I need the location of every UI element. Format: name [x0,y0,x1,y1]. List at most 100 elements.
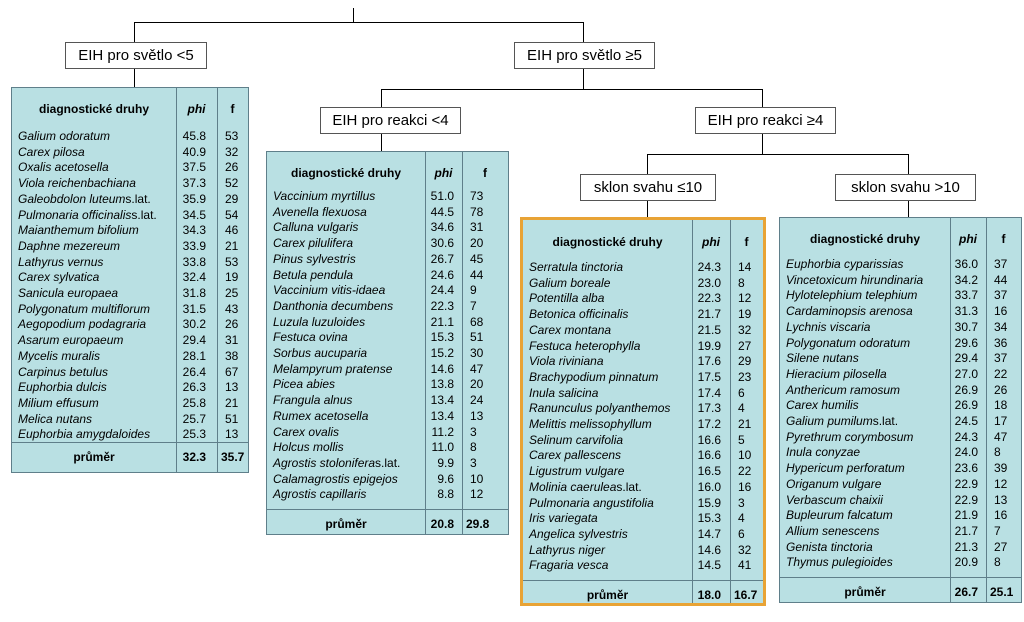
f-value: 8 [470,440,477,455]
species-name: Iris variegata [529,511,598,526]
connector [134,22,135,42]
f-value: 3 [738,495,745,510]
species-name: Euphorbia dulcis [18,380,107,395]
f-value: 8 [994,445,1001,460]
header-species: diagnostické druhy [552,235,663,249]
table-row: Hieracium pilosella 27.0 22 [780,367,1021,383]
f-value: 53 [225,129,239,143]
table-row: Bupleurum falcatum 21.9 16 [780,508,1021,524]
species-name: Daphne mezereum [18,238,121,253]
f-value: 53 [225,254,239,269]
phi-value: 26.3 [182,380,206,395]
phi-value: 24.4 [430,283,454,298]
connector [134,22,583,23]
phi-value: 22.3 [430,298,454,313]
phi-value: 23.0 [697,275,721,290]
f-value: 10 [470,471,484,486]
species-name: Genista tinctoria [786,539,873,554]
table-row: Genista tinctoria 21.3 27 [780,540,1021,556]
phi-value: 16.6 [697,432,721,447]
connector [647,154,909,155]
phi-value: 25.3 [182,427,206,442]
f-value: 68 [470,314,484,329]
species-name: Silene nutans [786,351,859,366]
phi-value: 34.2 [954,272,978,287]
f-value: 25 [225,286,239,300]
phi-value: 29.6 [954,335,978,350]
phi-value: 21.3 [954,539,978,554]
table-row: Polygonatum odoratum 29.6 36 [780,336,1021,352]
mean-label: průměr [844,585,886,599]
row-divider [267,509,508,510]
f-value: 13 [470,408,484,423]
header-f: f [483,166,487,180]
mean-label: průměr [73,450,115,464]
f-value: 12 [994,476,1008,491]
species-name: Pinus sylvestris [273,251,356,266]
header-species: diagnostické druhy [809,232,921,246]
header-f: f [744,235,749,249]
species-name: Ligustrum vulgare [529,464,625,479]
phi-value: 17.6 [697,354,721,369]
table-row: Maianthemum bifolium 34.3 46 [12,223,248,239]
phi-value: 26.9 [954,382,978,397]
phi-value: 16.5 [697,464,721,479]
phi-value: 15.3 [430,330,454,345]
species-name: Sorbus aucuparia [273,346,368,360]
species-name: Pulmonaria angustifolia [529,495,654,510]
phi-value: 24.6 [430,267,454,282]
header-species: diagnostické druhy [38,102,150,116]
table-row: Oxalis acetosella 37.5 26 [12,160,248,176]
species-name: Calluna vulgaris [273,220,359,235]
species-name: Vincetoxicum hirundinaria [786,272,924,287]
f-value: 18 [994,398,1008,413]
species-name: Galium pumilum s.lat. [786,414,899,428]
table-row: Agrostis capillaris 8.8 12 [267,487,508,503]
f-value: 22 [994,366,1008,381]
species-name: Sanicula europaea [18,286,119,300]
f-value: 24 [470,393,484,408]
table-row: Daphne mezereum 33.9 21 [12,239,248,255]
header-phi: phi [959,232,977,246]
phi-value: 11.2 [431,424,454,439]
f-value: 7 [470,298,477,313]
connector [908,154,909,174]
f-value: 43 [225,301,239,316]
connector [583,69,584,89]
table-row: Verbascum chaixii 22.9 13 [780,493,1021,509]
species-name: Selinum carvifolia [529,432,624,447]
species-name: Angelica sylvestris [529,526,628,541]
header-f: f [1001,232,1006,246]
f-value: 44 [994,272,1008,287]
table-row: Lathyrus vernus 33.8 53 [12,255,248,271]
table-row: Calluna vulgaris 34.6 31 [267,220,508,236]
f-value: 16 [994,304,1008,319]
species-name: Carex ovalis [273,424,340,439]
phi-value: 17.5 [697,369,721,384]
f-value: 10 [738,448,752,463]
phi-value: 22.9 [954,492,978,507]
table-row: Potentilla alba 22.3 12 [523,291,763,307]
mean-phi: 18.0 [697,588,721,602]
phi-value: 40.9 [182,144,206,159]
species-table-slope-gt10: diagnostické druhy phi f Euphorbia cypariss… [779,217,1022,603]
phi-value: 13.8 [430,377,454,392]
f-value: 29 [225,191,239,206]
phi-value: 9.9 [437,455,454,470]
phi-value: 11.0 [431,440,454,455]
header-phi: phi [434,166,453,180]
table-row: Vaccinium vitis-idaea 24.4 9 [267,283,508,299]
species-suffix: s.lat. [872,414,899,428]
table-row: Cardaminopsis arenosa 31.3 16 [780,304,1021,320]
f-value: 38 [225,348,239,363]
f-value: 78 [470,204,484,219]
f-value: 22 [738,464,752,479]
table-row: Pulmonaria angustifolia 15.9 3 [523,496,763,512]
phi-value: 24.3 [697,260,721,274]
table-row: Agrostis stolonifera s.lat. 9.9 3 [267,456,508,472]
f-value: 21 [225,395,239,410]
node-slope-gt10: sklon svahu >10 [835,174,976,201]
species-name: Euphorbia amygdaloides [18,427,151,442]
phi-value: 16.0 [697,479,721,494]
species-name: Pulmonaria officinalis s.lat. [18,207,157,222]
